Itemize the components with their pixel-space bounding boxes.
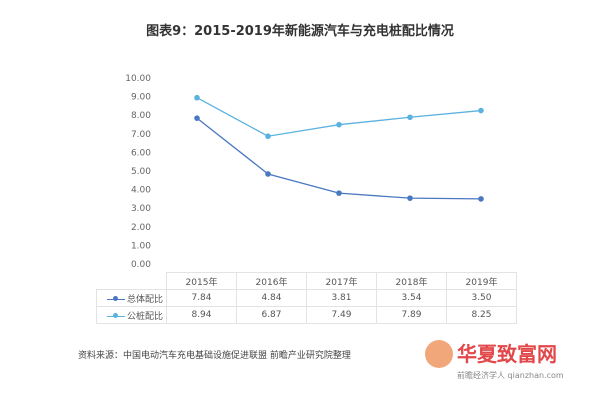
y-tick-label: 1.00 xyxy=(131,241,151,251)
data-point xyxy=(407,195,413,201)
legend-marker xyxy=(106,313,125,318)
table-corner xyxy=(97,273,167,290)
x-tick-label: 2018年 xyxy=(376,272,447,290)
data-point xyxy=(265,133,271,140)
y-tick-label: 9.00 xyxy=(131,93,151,103)
legend-entry: 总体配比 xyxy=(96,289,167,307)
chart-title: 图表9：2015-2019年新能源汽车与充电桩配比情况 xyxy=(146,24,454,39)
x-tick-label: 2015年 xyxy=(166,272,237,290)
table-row: 公桩配比 8.94 6.87 7.49 7.89 8.25 xyxy=(96,306,517,324)
logo-icon xyxy=(425,340,453,368)
data-point xyxy=(478,107,484,114)
data-point xyxy=(407,114,413,121)
data-point xyxy=(478,196,484,202)
legend-marker xyxy=(106,296,125,301)
y-tick-label: 0.00 xyxy=(131,260,151,270)
table-header-row: 2015年 2016年 2017年 2018年 2019年 xyxy=(97,272,517,290)
data-label: 7.84 xyxy=(166,289,237,307)
y-tick-label: 5.00 xyxy=(131,167,151,177)
data-label: 3.50 xyxy=(446,289,517,307)
y-tick-label: 4.00 xyxy=(131,186,151,196)
data-point xyxy=(194,115,200,121)
data-label: 4.84 xyxy=(236,289,307,307)
x-tick-label: 2017年 xyxy=(306,272,377,290)
table-row: 总体配比 7.84 4.84 3.81 3.54 3.50 xyxy=(96,289,517,307)
y-tick-label: 10.00 xyxy=(125,74,151,84)
data-table: 2015年 2016年 2017年 2018年 2019年 总体配比 7.84 4.84 3.8… xyxy=(96,272,517,324)
watermark-logo: 华夏致富网前瞻经济学人 qianzhan.com xyxy=(425,340,564,388)
y-tick-label: 2.00 xyxy=(131,223,151,233)
logo-text: 华夏致富网 xyxy=(457,342,557,366)
data-label: 3.54 xyxy=(376,289,447,307)
data-point xyxy=(265,171,271,177)
x-tick-label: 2019年 xyxy=(446,272,517,290)
y-tick-label: 3.00 xyxy=(131,204,151,214)
logo-sub: 前瞻经济学人 qianzhan.com xyxy=(457,371,564,380)
data-point xyxy=(336,190,342,196)
y-tick-label: 8.00 xyxy=(131,111,151,121)
x-tick-label: 2016年 xyxy=(236,272,307,290)
data-label: 7.49 xyxy=(306,306,377,324)
data-point xyxy=(336,121,342,128)
series-line-0 xyxy=(196,117,482,200)
series-line-1 xyxy=(196,97,482,137)
data-label: 8.25 xyxy=(446,306,517,324)
data-label: 6.87 xyxy=(236,306,307,324)
y-tick-label: 6.00 xyxy=(131,148,151,158)
data-label: 7.89 xyxy=(376,306,447,324)
y-tick-label: 7.00 xyxy=(131,130,151,140)
data-label: 3.81 xyxy=(306,289,377,307)
legend-entry: 公桩配比 xyxy=(96,306,167,324)
data-point xyxy=(194,94,200,101)
source-note: 资料来源：中国电动汽车充电基础设施促进联盟 前瞻产业研究院整理 xyxy=(78,351,351,361)
data-label: 8.94 xyxy=(166,306,237,324)
